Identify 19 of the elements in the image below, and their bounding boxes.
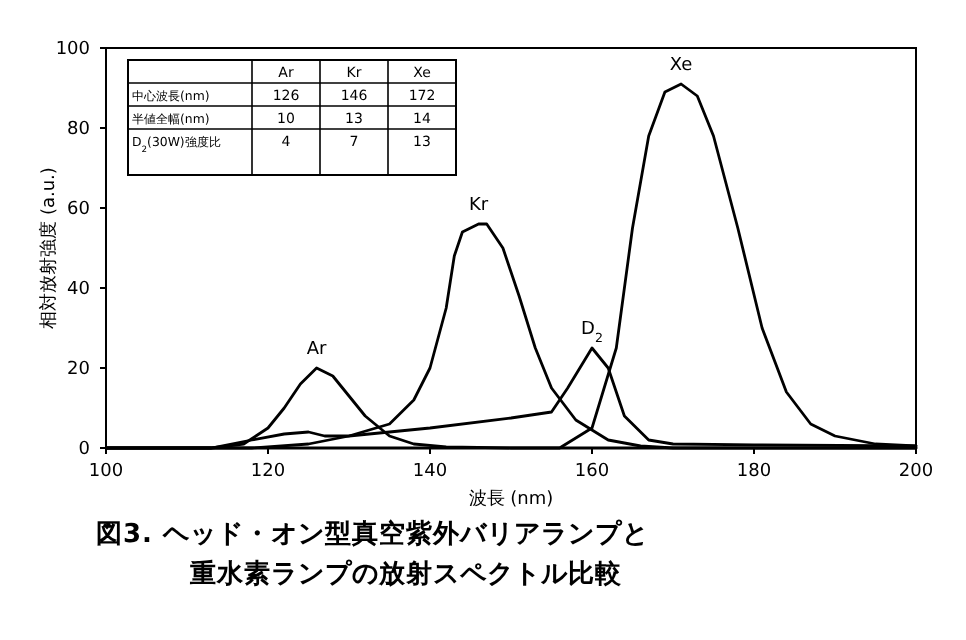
text: 図3. ヘッド・オン型真空紫外バリアランプと重水素ランプの放射スペクトル比較 — [96, 517, 652, 594]
y-tick-label: 80 — [67, 120, 91, 140]
x-axis-title: 波長 (nm) — [468, 488, 554, 510]
series-label: Ar — [306, 340, 328, 360]
y-tick-label: 0 — [78, 440, 91, 460]
y-tick-label: 100 — [55, 40, 91, 60]
y-axis-title: 相対放射強度 (a.u.) — [38, 167, 60, 329]
x-tick-label: 120 — [250, 462, 286, 482]
x-tick-label: 160 — [574, 462, 610, 482]
y-tick-label: 20 — [67, 360, 91, 380]
x-tick-label: 180 — [736, 462, 772, 482]
x-tick-label: 100 — [88, 462, 124, 482]
x-tick-label: 200 — [898, 462, 934, 482]
series-label: Kr — [468, 196, 489, 216]
series-label: D$_{2}$ — [581, 320, 603, 345]
series-label: Xe — [669, 56, 694, 76]
x-tick-label: 140 — [412, 462, 448, 482]
y-tick-label: 60 — [67, 200, 91, 220]
y-tick-label: 40 — [67, 280, 91, 300]
